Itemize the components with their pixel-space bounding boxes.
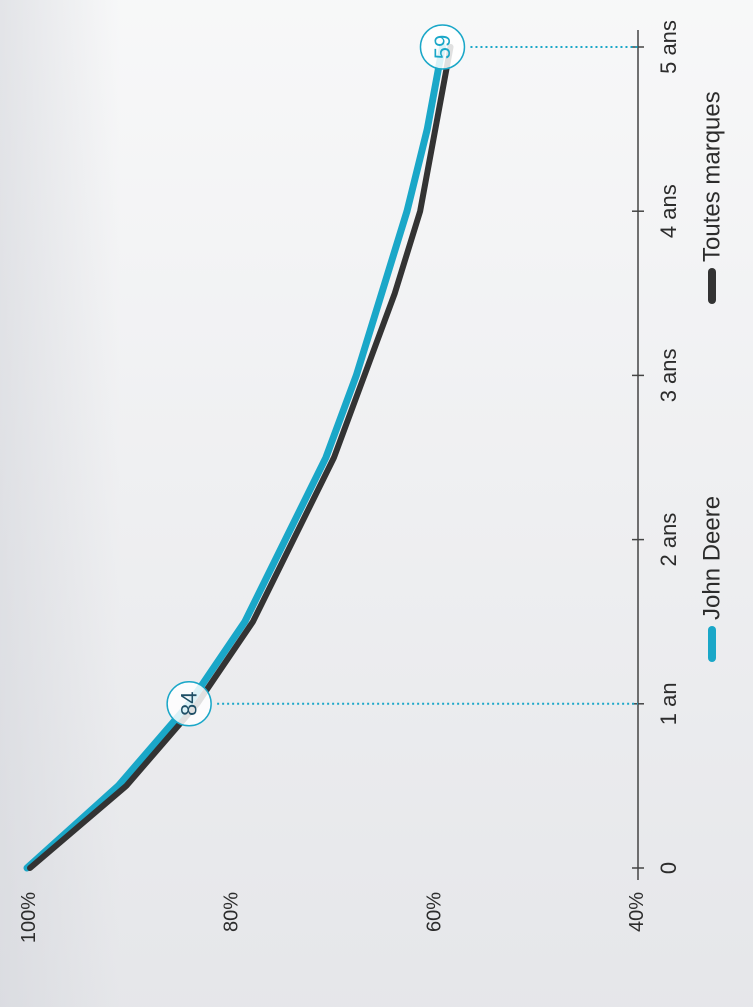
annotation-bubble xyxy=(419,24,466,70)
y-tick-label: 60% xyxy=(423,892,445,932)
y-tick-label: 40% xyxy=(626,892,648,932)
chart-legend: John Deere Toutes marques xyxy=(699,91,726,662)
annotation-guides xyxy=(217,46,638,705)
x-tick-label: 3 ans xyxy=(656,348,681,402)
tick-labels: 0 1 an 2 ans 3 ans 4 ans 5 ans 40% 60% 80% 100% xyxy=(18,20,681,943)
annotation-label: 59 xyxy=(430,35,455,59)
annotation-bubble xyxy=(166,681,212,727)
x-tick-label: 1 an xyxy=(656,682,681,725)
legend-label: John Deere xyxy=(699,496,726,620)
x-tick-label: 4 ans xyxy=(656,184,681,238)
x-tick-label: 5 ans xyxy=(656,20,681,74)
chart-axes xyxy=(632,30,644,880)
series-line-toutes-marques xyxy=(27,44,454,871)
y-tick-label: 100% xyxy=(18,892,40,943)
x-tick-label: 2 ans xyxy=(656,513,681,567)
x-tick-label: 0 xyxy=(656,862,681,874)
annotation-label: 84 xyxy=(177,692,202,716)
series-lines xyxy=(23,43,454,872)
y-tick-label: 80% xyxy=(221,892,243,932)
annotations: 84 59 xyxy=(166,24,466,727)
legend-label: Toutes marques xyxy=(699,91,726,262)
series-line-john-deere xyxy=(23,43,446,872)
